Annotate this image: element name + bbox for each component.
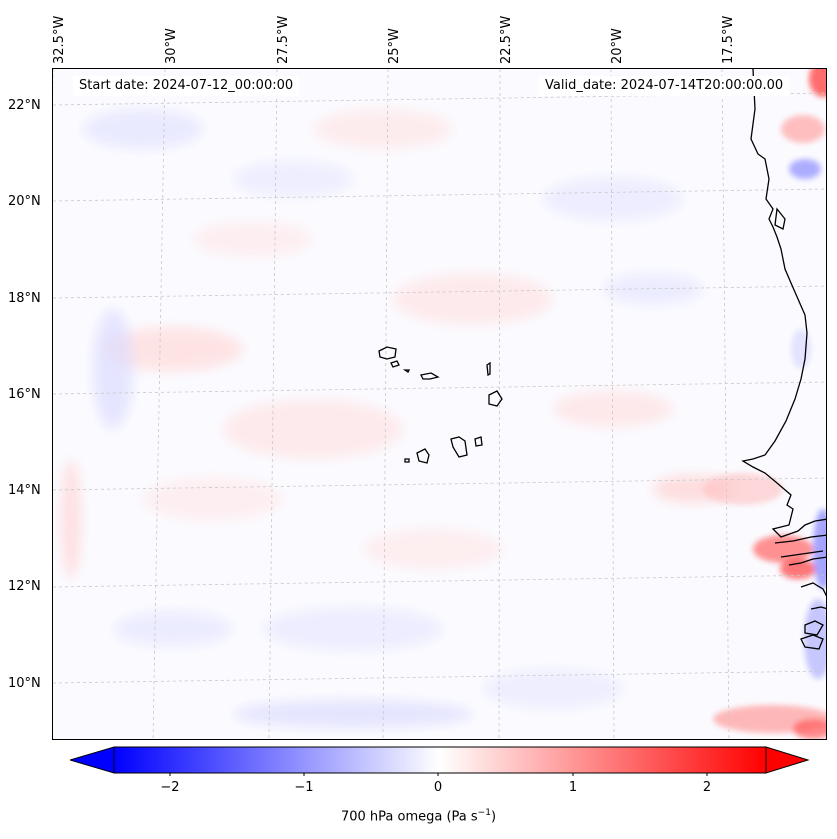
- colorbar-tick-0: 0: [433, 780, 443, 795]
- omega-strong-features: [703, 69, 826, 739]
- colorbar-label-end: ): [490, 809, 497, 825]
- graticule: [53, 69, 826, 739]
- start-date-label: Start date: 2024-07-12_00:00:00: [73, 76, 300, 96]
- lat-label-16n: 16°N: [8, 387, 41, 402]
- cape-verde-islands: [378, 346, 503, 464]
- colorbar-max-extend: [765, 746, 810, 774]
- colorbar-tick-neg1: −1: [294, 780, 314, 795]
- lat-label-12n: 12°N: [8, 579, 41, 594]
- colorbar-body: [114, 747, 766, 773]
- colorbar-min-extend: [70, 746, 115, 774]
- lat-label-20n: 20°N: [8, 194, 41, 209]
- colorbar: [70, 746, 810, 776]
- lon-label-32-5w: 32.5°W: [52, 15, 67, 64]
- colorbar-tick-neg2: −2: [160, 780, 180, 795]
- lat-label-18n: 18°N: [8, 291, 41, 306]
- lon-label-30w: 30°W: [164, 28, 179, 64]
- lon-label-20w: 20°W: [610, 28, 625, 64]
- omega-field-svg: [53, 69, 826, 739]
- lon-label-27-5w: 27.5°W: [276, 15, 291, 64]
- colorbar-tick-1: 1: [568, 780, 578, 795]
- lon-label-25w: 25°W: [387, 28, 402, 64]
- lon-label-17-5w: 17.5°W: [721, 15, 736, 64]
- colorbar-label-main: 700 hPa omega (Pa s: [340, 809, 478, 825]
- colorbar-tick-2: 2: [702, 780, 712, 795]
- omega-shading: [61, 109, 733, 728]
- colorbar-label-exponent: −1: [477, 808, 491, 818]
- valid-date-label: Valid_date: 2024-07-14T20:00:00.00: [539, 76, 790, 96]
- lat-label-14n: 14°N: [8, 483, 41, 498]
- lat-label-10n: 10°N: [8, 676, 41, 691]
- lat-label-22n: 22°N: [8, 98, 41, 113]
- omega-map-panel: [52, 68, 827, 740]
- lon-label-22-5w: 22.5°W: [499, 15, 514, 64]
- colorbar-label: 700 hPa omega (Pa s−1): [0, 808, 837, 824]
- africa-coastline: [741, 69, 826, 650]
